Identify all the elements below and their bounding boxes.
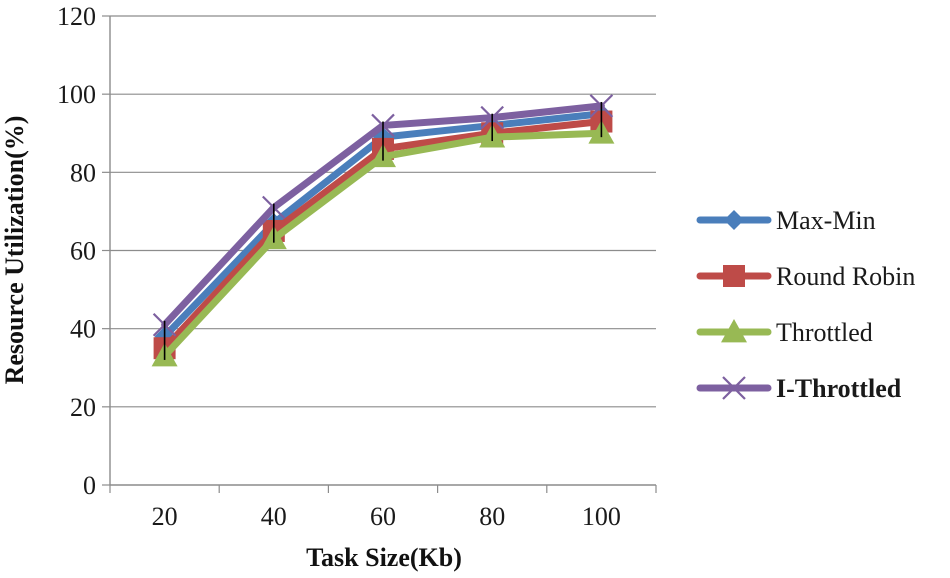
axes [102, 15, 657, 493]
series [151, 94, 615, 367]
y-tick-label: 60 [70, 237, 96, 266]
y-tick-label: 20 [70, 393, 96, 422]
legend-label: Throttled [776, 318, 873, 347]
legend: Max-Min Round Robin Throttled I-Throttled [696, 206, 915, 403]
legend-item: Round Robin [696, 262, 915, 291]
legend-item: Throttled [696, 318, 873, 347]
legend-marker [722, 376, 746, 400]
legend-item: Max-Min [696, 206, 876, 235]
y-tick-label: 120 [57, 2, 96, 31]
legend-label: Max-Min [776, 206, 876, 235]
y-tick-label: 80 [70, 158, 96, 187]
x-axis-title: Task Size(Kb) [306, 543, 462, 572]
x-tick-label: 20 [152, 502, 178, 531]
x-tick-label: 100 [582, 502, 621, 531]
legend-label: Round Robin [776, 262, 915, 291]
tick-labels: 0 20 40 60 80 100 120 20 40 60 80 100 [57, 2, 621, 531]
y-tick-label: 40 [70, 315, 96, 344]
legend-label: I-Throttled [776, 374, 902, 403]
legend-marker [724, 210, 744, 230]
x-tick-label: 40 [261, 502, 287, 531]
y-tick-label: 0 [83, 471, 96, 500]
legend-item: I-Throttled [696, 374, 902, 403]
legend-marker [723, 265, 745, 287]
y-axis-title: Resource Utilization(%) [0, 116, 29, 385]
gridlines [110, 15, 656, 408]
legend-marker [721, 319, 747, 343]
y-tick-label: 100 [57, 80, 96, 109]
x-tick-label: 60 [370, 502, 396, 531]
x-tick-label: 80 [479, 502, 505, 531]
error-bars [163, 101, 603, 360]
